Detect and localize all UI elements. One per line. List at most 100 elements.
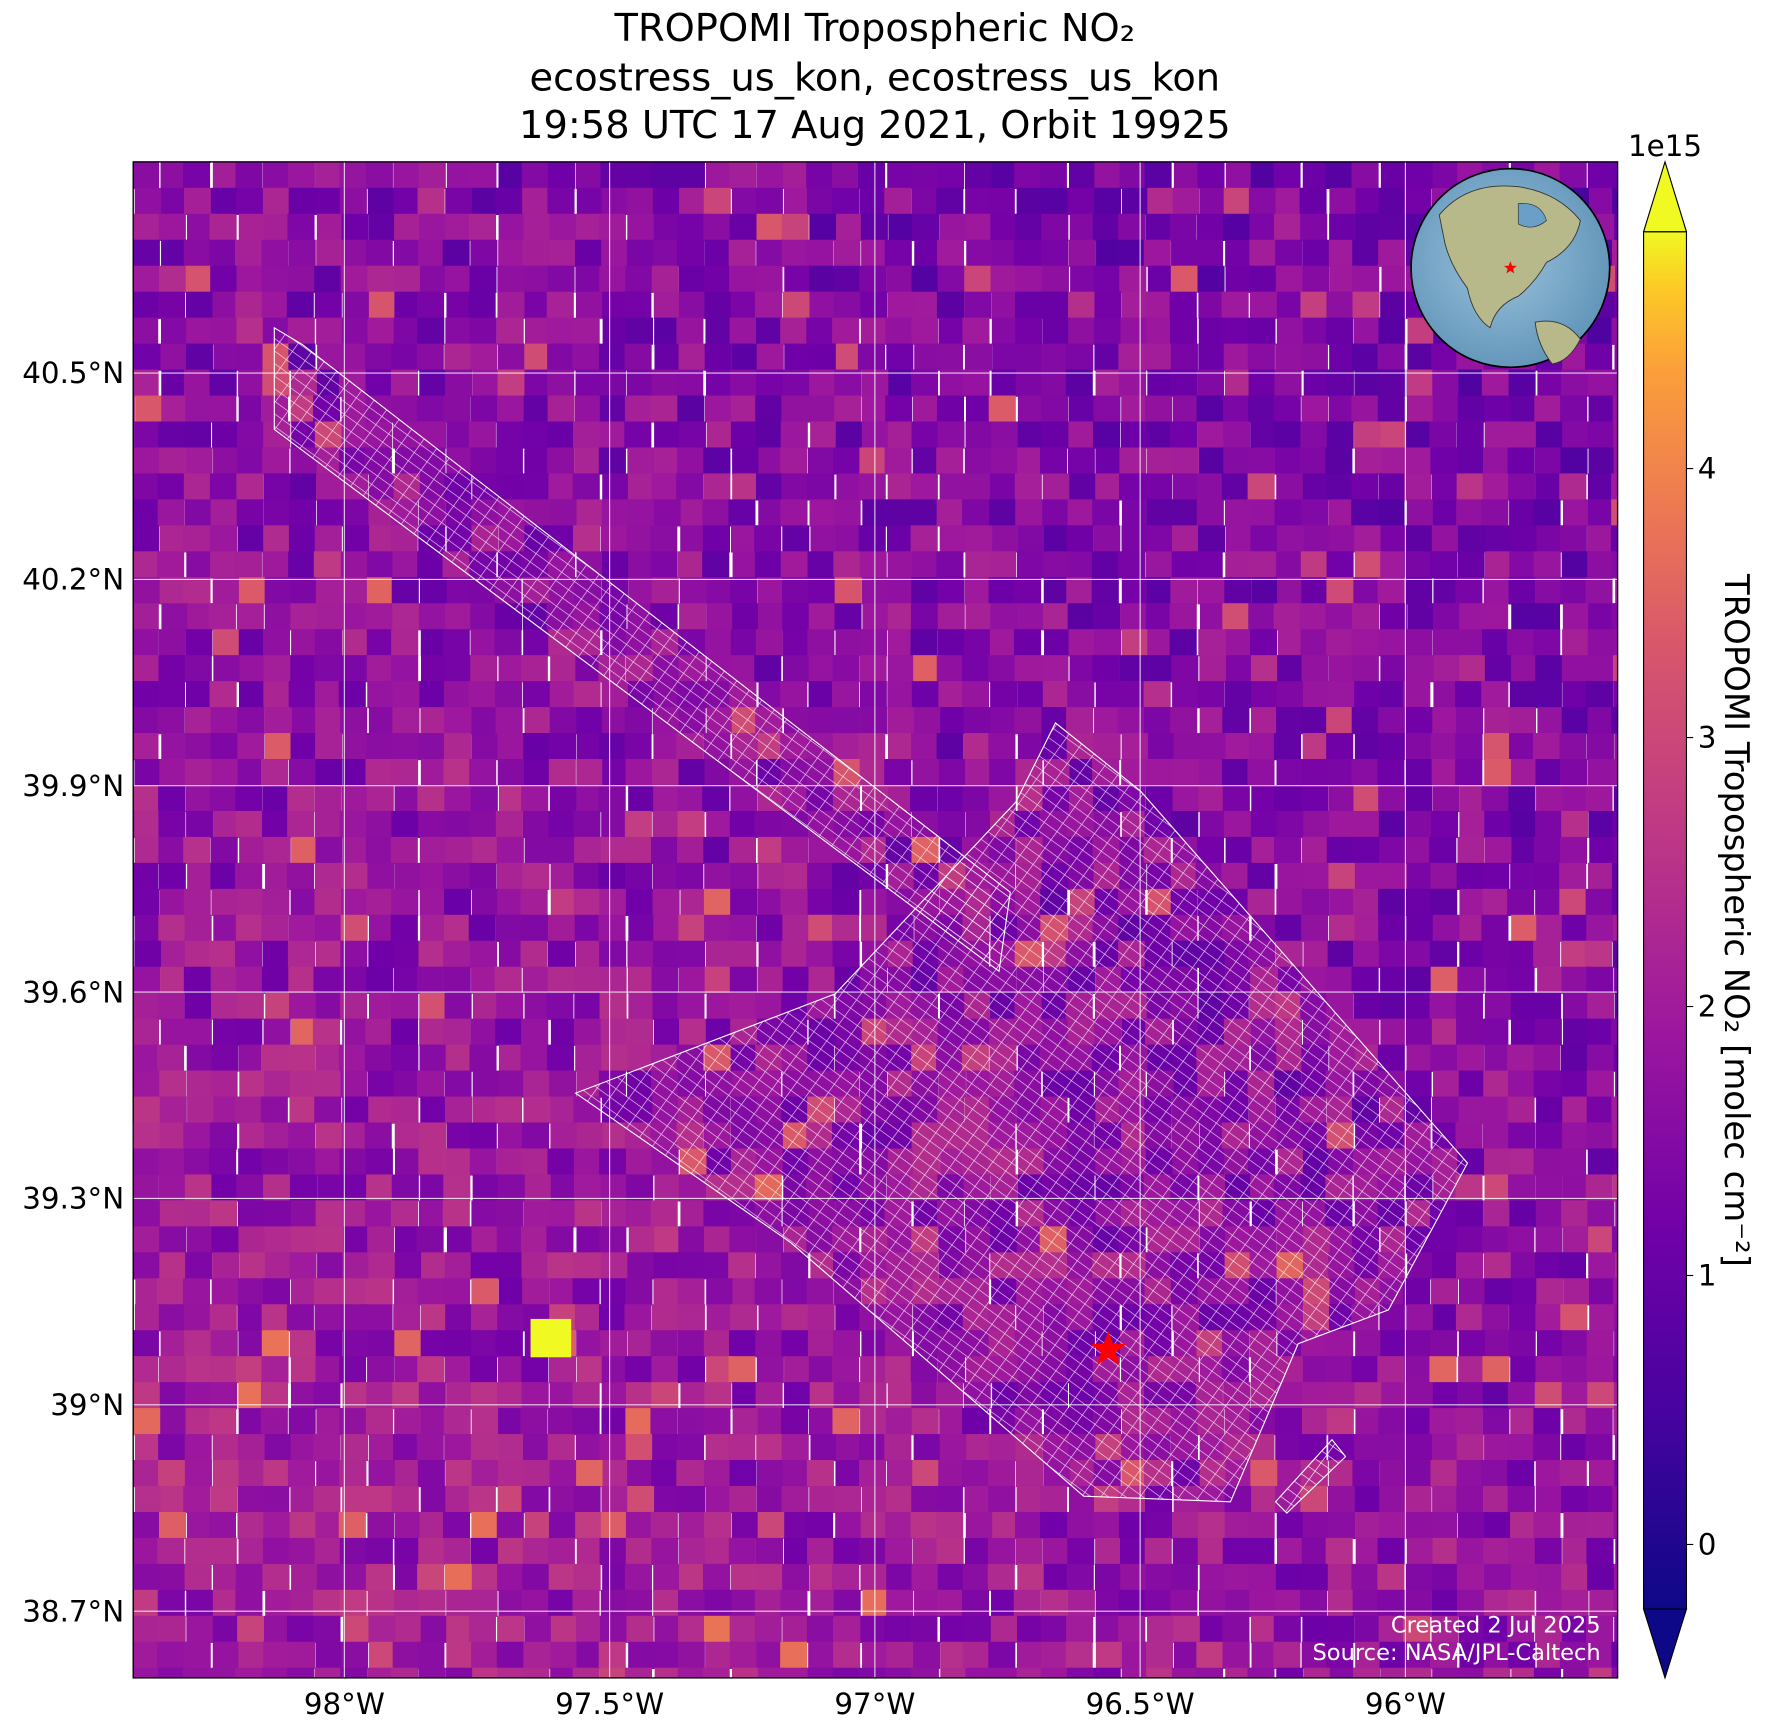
raster-cell bbox=[419, 1122, 447, 1150]
raster-cell bbox=[212, 1434, 240, 1462]
raster-cell bbox=[1613, 784, 1618, 813]
raster-cell bbox=[470, 1537, 499, 1566]
raster-cell bbox=[1585, 784, 1613, 813]
raster-cell bbox=[1481, 1018, 1509, 1046]
raster-cell bbox=[471, 1200, 499, 1228]
raster-cell bbox=[314, 525, 342, 553]
raster-cell bbox=[755, 265, 783, 293]
raster-cell bbox=[1589, 836, 1617, 864]
raster-cell bbox=[106, 1278, 133, 1305]
raster-cell bbox=[834, 577, 862, 605]
raster-cell bbox=[417, 1460, 445, 1488]
raster-cell bbox=[522, 1563, 550, 1591]
raster-cell bbox=[729, 1615, 757, 1643]
lon-tick-label: 96.5°W bbox=[1086, 1687, 1195, 1721]
raster-cell bbox=[291, 629, 319, 657]
raster-cell bbox=[550, 1096, 578, 1124]
raster-cell bbox=[1535, 862, 1563, 890]
raster-cell bbox=[160, 317, 189, 345]
raster-cell bbox=[653, 940, 681, 968]
raster-cell bbox=[987, 1563, 1015, 1591]
raster-cell bbox=[1274, 1408, 1302, 1436]
raster-cell bbox=[160, 1408, 188, 1436]
raster-cell bbox=[1589, 1304, 1617, 1332]
raster-cell bbox=[314, 1667, 342, 1678]
raster-cell bbox=[650, 395, 678, 423]
raster-cell bbox=[650, 1330, 678, 1358]
raster-cell bbox=[782, 629, 810, 657]
raster-cell bbox=[961, 681, 990, 709]
raster-cell bbox=[1146, 577, 1174, 605]
raster-cell bbox=[1559, 759, 1588, 787]
raster-cell bbox=[831, 161, 860, 189]
raster-cell bbox=[315, 1330, 343, 1358]
raster-cell bbox=[833, 499, 861, 527]
raster-cell bbox=[1326, 291, 1354, 319]
raster-cell bbox=[263, 1070, 292, 1098]
raster-cell bbox=[573, 525, 601, 553]
raster-cell bbox=[496, 836, 524, 864]
raster-cell bbox=[1300, 1694, 1327, 1721]
raster-cell bbox=[1302, 733, 1330, 761]
raster-cell bbox=[1302, 239, 1330, 267]
raster-cell bbox=[677, 1408, 705, 1436]
raster-cell bbox=[1430, 551, 1458, 579]
raster-cell bbox=[157, 1589, 185, 1617]
raster-cell bbox=[1066, 1667, 1094, 1678]
raster-cell bbox=[315, 707, 343, 735]
raster-cell bbox=[1507, 966, 1535, 994]
raster-cell bbox=[394, 213, 422, 241]
raster-cell bbox=[133, 603, 159, 631]
raster-cell bbox=[287, 1044, 316, 1072]
raster-cell bbox=[338, 1511, 366, 1540]
raster-cell bbox=[235, 862, 263, 890]
raster-cell bbox=[418, 810, 446, 839]
raster-cell bbox=[598, 1641, 626, 1669]
raster-cell bbox=[807, 395, 835, 423]
raster-cell bbox=[937, 577, 965, 605]
raster-cell bbox=[446, 1226, 475, 1254]
raster-cell bbox=[756, 161, 784, 189]
raster-cell bbox=[940, 707, 968, 735]
raster-cell bbox=[859, 681, 887, 709]
raster-cell bbox=[315, 992, 343, 1020]
raster-cell bbox=[936, 733, 964, 761]
raster-cell bbox=[1511, 1667, 1539, 1678]
raster-cell bbox=[1303, 369, 1331, 397]
raster-cell bbox=[522, 862, 550, 890]
raster-cell bbox=[599, 1148, 627, 1176]
raster-cell bbox=[913, 1641, 941, 1669]
raster-cell bbox=[1199, 810, 1227, 839]
raster-cell bbox=[287, 784, 315, 813]
raster-cell bbox=[809, 1694, 836, 1721]
raster-cell bbox=[1432, 369, 1460, 397]
raster-cell bbox=[548, 473, 576, 501]
raster-cell bbox=[706, 603, 734, 631]
raster-cell bbox=[574, 395, 603, 423]
raster-cell bbox=[729, 966, 757, 994]
raster-cell bbox=[316, 603, 344, 631]
raster-cell bbox=[781, 239, 809, 267]
raster-cell bbox=[1405, 1018, 1433, 1046]
raster-cell bbox=[888, 213, 916, 241]
raster-cell bbox=[1118, 343, 1146, 371]
raster-cell bbox=[290, 577, 319, 605]
raster-cell bbox=[1533, 1408, 1561, 1436]
raster-cell bbox=[988, 1460, 1016, 1488]
raster-cell bbox=[1328, 681, 1356, 709]
raster-cell bbox=[498, 1694, 525, 1721]
raster-cell bbox=[366, 966, 394, 994]
raster-cell bbox=[1017, 1563, 1045, 1591]
raster-cell bbox=[884, 1615, 912, 1643]
raster-cell bbox=[1275, 239, 1303, 267]
raster-cell bbox=[1195, 551, 1223, 579]
raster-cell bbox=[444, 1070, 472, 1098]
raster-cell bbox=[1092, 499, 1120, 527]
raster-cell bbox=[185, 265, 213, 293]
raster-cell bbox=[885, 1408, 914, 1436]
raster-cell bbox=[419, 836, 447, 864]
raster-cell bbox=[1511, 1278, 1539, 1306]
credit: Created 2 Jul 2025 bbox=[1391, 1613, 1601, 1639]
raster-cell bbox=[832, 888, 860, 916]
